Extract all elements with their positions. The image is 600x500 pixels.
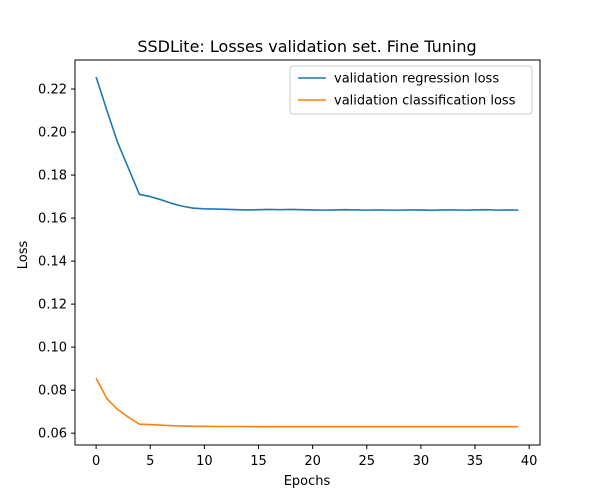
plot-area: [95, 76, 519, 428]
series-line-1: [95, 377, 519, 428]
x-axis-title: Epochs: [284, 474, 331, 489]
y-tick-label: 0.06: [38, 427, 67, 442]
legend-label-1: validation classification loss: [334, 94, 516, 109]
y-tick-label: 0.16: [38, 212, 67, 227]
axes-frame: [74, 59, 541, 446]
x-tick-label: 25: [359, 454, 376, 469]
y-tick-label: 0.14: [38, 255, 67, 270]
legend-box: [289, 65, 533, 115]
y-tick-label: 0.22: [38, 83, 67, 98]
x-tick-label: 20: [304, 454, 321, 469]
x-tick-label: 0: [92, 454, 100, 469]
legend: validation regression loss validation cla…: [289, 65, 533, 115]
chart-title: SSDLite: Losses validation set. Fine Tun…: [137, 37, 476, 56]
series-line-0: [95, 76, 519, 212]
y-tick-label: 0.18: [38, 169, 67, 184]
y-tick-label: 0.20: [38, 126, 67, 141]
x-tick-label: 10: [196, 454, 213, 469]
y-tick-label: 0.12: [38, 298, 67, 313]
y-tick-label: 0.08: [38, 384, 67, 399]
x-tick-label: 5: [146, 454, 154, 469]
y-axis-title: Loss: [16, 241, 31, 270]
x-tick-label: 15: [250, 454, 267, 469]
x-tick-label: 40: [521, 454, 538, 469]
y-tick-label: 0.10: [38, 341, 67, 356]
axes: 0 5 10 15 20 25 30 35 40 0.06 0.08 0.10 0.12 0.14 0.16…: [38, 59, 541, 469]
x-tick-label: 35: [467, 454, 484, 469]
x-tick-label: 30: [413, 454, 430, 469]
legend-label-0: validation regression loss: [334, 72, 499, 87]
